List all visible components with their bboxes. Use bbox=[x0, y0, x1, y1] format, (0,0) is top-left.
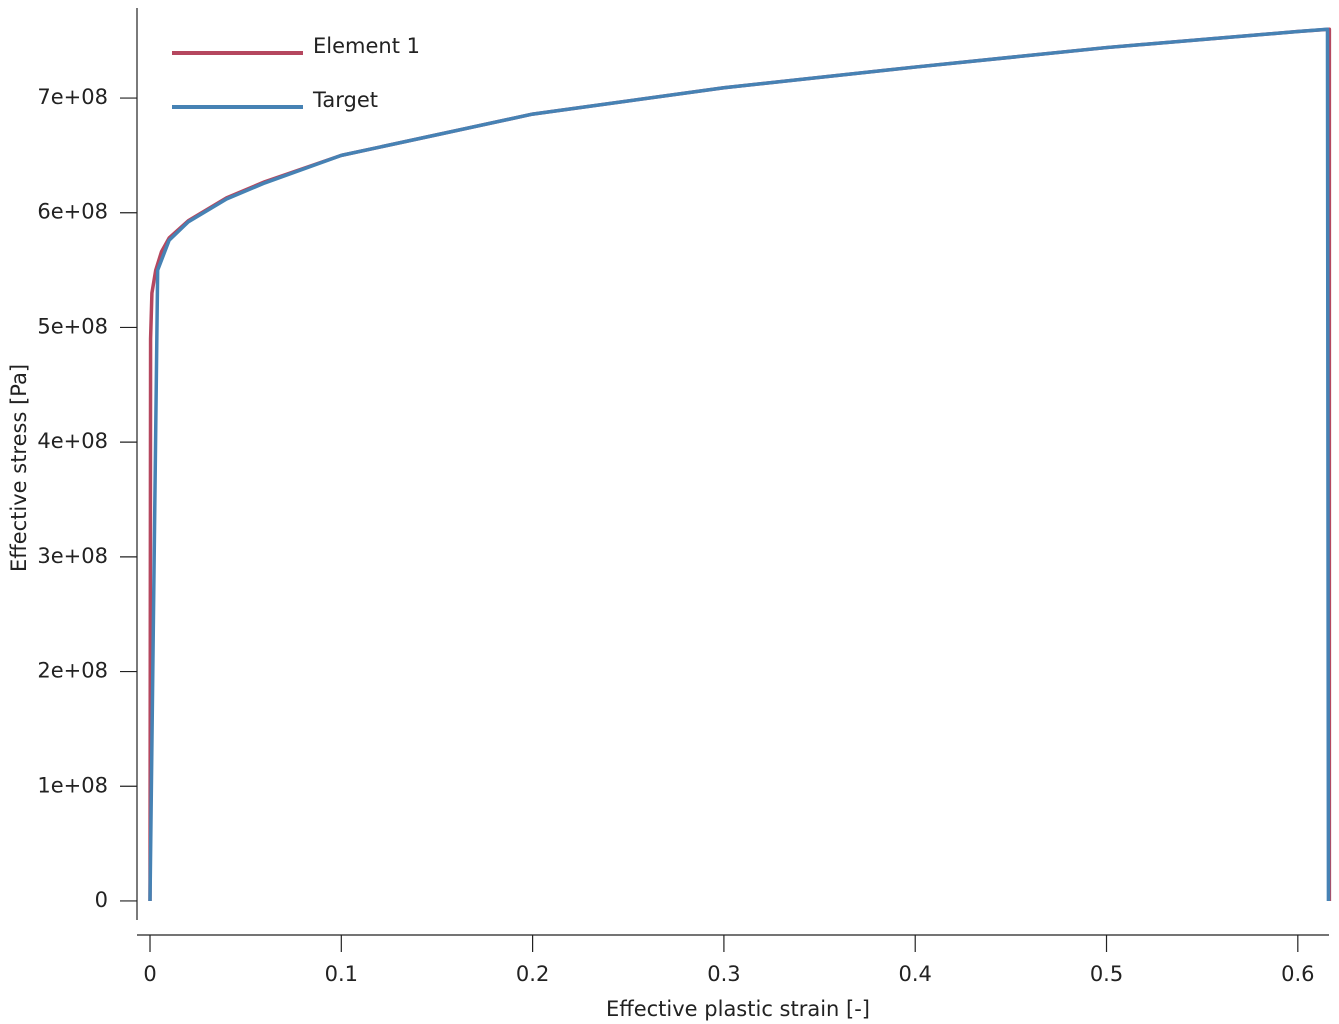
y-tick-label: 6e+08 bbox=[37, 200, 108, 224]
legend-label: Element 1 bbox=[313, 34, 420, 58]
x-tick-label: 0.1 bbox=[325, 962, 358, 986]
x-tick-label: 0.4 bbox=[899, 962, 932, 986]
x-tick-label: 0.2 bbox=[516, 962, 549, 986]
y-tick-label: 4e+08 bbox=[37, 429, 108, 453]
legend-label: Target bbox=[312, 88, 378, 112]
data-line bbox=[148, 27, 1331, 901]
y-tick-label: 7e+08 bbox=[37, 85, 108, 109]
x-tick-label: 0.5 bbox=[1090, 962, 1123, 986]
y-tick-label: 1e+08 bbox=[37, 773, 108, 797]
y-tick-label: 5e+08 bbox=[37, 314, 108, 338]
y-tick-label: 3e+08 bbox=[37, 544, 108, 568]
x-tick-label: 0 bbox=[143, 962, 156, 986]
x-axis-label: Effective plastic strain [-] bbox=[606, 997, 870, 1021]
y-tick-label: 2e+08 bbox=[37, 659, 108, 683]
y-tick-label: 0 bbox=[95, 888, 108, 912]
y-axis-label: Effective stress [Pa] bbox=[7, 364, 31, 572]
x-tick-label: 0.6 bbox=[1281, 962, 1314, 986]
x-tick-label: 0.3 bbox=[707, 962, 740, 986]
